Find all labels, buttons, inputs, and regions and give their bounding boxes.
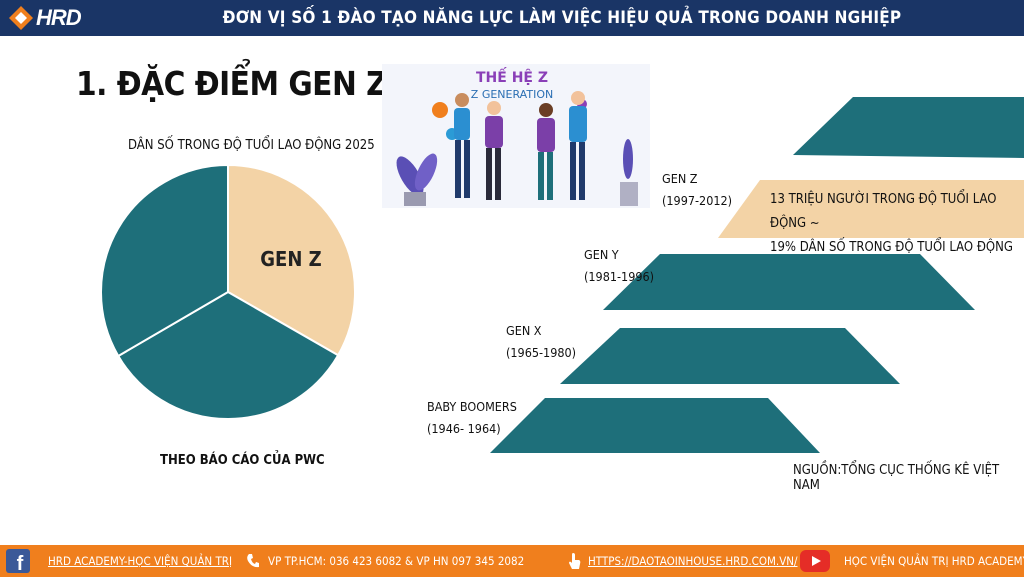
pie-slice-1 — [227, 163, 356, 357]
plant-left-icon — [396, 153, 438, 206]
banner-title: ĐƠN VỊ SỐ 1 ĐÀO TẠO NĂNG LỰC LÀM VIỆC HI… — [222, 8, 902, 28]
phone-icon — [247, 554, 259, 568]
callout-line-2: 19% DÂN SỐ TRONG ĐỘ TUỔI LAO ĐỘNG — [770, 240, 1013, 255]
gen-years: (1981-1996) — [584, 269, 655, 284]
section-title: 1. ĐẶC ĐIỂM GEN Z — [76, 64, 388, 103]
gen-z-illustration: THẾ HỆ Z Z GENERATION — [382, 64, 650, 208]
gen-name: BABY BOOMERS — [427, 399, 517, 414]
gen-label-gen-x: GEN X (1965-1980) — [506, 320, 576, 364]
step-gen-y — [603, 254, 975, 310]
youtube-icon — [800, 550, 830, 572]
person-icon — [454, 93, 470, 198]
gen-label-gen-y: GEN Y (1981-1996) — [584, 244, 654, 288]
hrd-logo[interactable]: HRD — [8, 4, 82, 32]
pie-slice-2 — [116, 290, 340, 420]
illus-subtitle: Z GENERATION — [471, 88, 553, 101]
gen-label-gen-z: GEN Z (1997-2012) — [662, 168, 732, 212]
source-note: NGUỒN:TỔNG CỤC THỐNG KÊ VIỆT NAM — [793, 463, 1000, 493]
top-banner: HRD ĐƠN VỊ SỐ 1 ĐÀO TẠO NĂNG LỰC LÀM VIỆ… — [0, 0, 1024, 36]
logo-diamond-icon — [9, 6, 33, 30]
chart-title: DÂN SỐ TRONG ĐỘ TUỔI LAO ĐỘNG 2025 — [128, 138, 375, 153]
generation-steps — [490, 97, 1024, 453]
illus-title: THẾ HỆ Z — [476, 67, 548, 86]
website-link[interactable]: HTTPS://DAOTAOINHOUSE.HRD.COM.VN/ — [568, 545, 798, 577]
person-icon — [485, 101, 503, 200]
footer-academy: HRD ACADEMY-HỌC VIỆN QUẢN TRỊ — [48, 554, 233, 568]
phone-contact[interactable]: VP TP.HCM: 036 423 6082 & VP HN 097 345 … — [246, 545, 524, 577]
chart-source: THEO BÁO CÁO CỦA PWC — [160, 453, 325, 468]
pie-chart: GEN Z — [100, 163, 356, 420]
pointer-hand-icon — [569, 553, 581, 569]
gen-years: (1965-1980) — [506, 345, 577, 360]
footer-youtube: HỌC VIỆN QUẢN TRỊ HRD ACADEMY — [844, 554, 1024, 568]
person-icon — [569, 91, 587, 200]
footer-phones: VP TP.HCM: 036 423 6082 & VP HN 097 345 … — [268, 554, 525, 568]
pie-slice-3 — [100, 163, 229, 358]
step-top — [793, 97, 1024, 158]
gen-name: GEN X — [506, 323, 542, 338]
gen-years: (1946- 1964) — [427, 421, 501, 436]
gen-name: GEN Y — [584, 247, 619, 262]
gen-name: GEN Z — [662, 171, 698, 186]
gen-label-baby-boomers: BABY BOOMERS (1946- 1964) — [427, 396, 517, 440]
youtube-link[interactable]: HỌC VIỆN QUẢN TRỊ HRD ACADEMY — [800, 545, 1024, 577]
step-gen-z — [718, 180, 1024, 238]
logo-text: HRD — [36, 5, 82, 30]
gen-z-callout: 13 TRIỆU NGƯỜI TRONG ĐỘ TUỔI LAO ĐỘNG ~ … — [770, 188, 1024, 260]
person-icon — [537, 103, 555, 200]
plant-right-icon — [620, 139, 638, 206]
pie-label-gen-z: GEN Z — [260, 247, 321, 271]
step-baby-boomers — [490, 398, 820, 453]
footer-bar: f HRD ACADEMY-HỌC VIỆN QUẢN TRỊ VP TP.HC… — [0, 545, 1024, 577]
gen-years: (1997-2012) — [662, 193, 733, 208]
facebook-link[interactable]: f HRD ACADEMY-HỌC VIỆN QUẢN TRỊ — [6, 545, 232, 577]
chat-bubble-icon — [432, 102, 448, 118]
step-gen-x — [560, 328, 900, 384]
callout-line-1: 13 TRIỆU NGƯỜI TRONG ĐỘ TUỔI LAO ĐỘNG ~ — [770, 192, 997, 231]
footer-website: HTTPS://DAOTAOINHOUSE.HRD.COM.VN/ — [588, 554, 798, 568]
svg-text:f: f — [17, 553, 24, 573]
facebook-icon: f — [6, 549, 30, 573]
